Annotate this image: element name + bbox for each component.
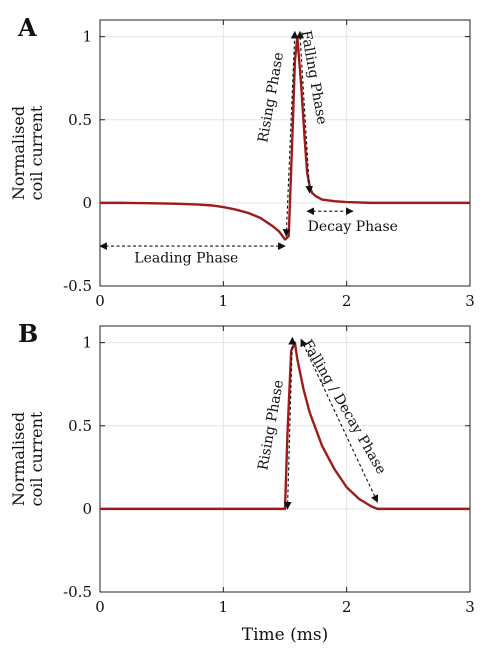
y-axis-label-line: Normalised [9, 412, 28, 506]
phase-annotation: Rising Phase [255, 379, 287, 472]
phase-annotation: Decay Phase [308, 219, 398, 235]
y-tick-label: 1 [82, 334, 92, 352]
y-tick-label: 1 [82, 28, 92, 46]
y-tick-label: -0.5 [63, 583, 92, 601]
y-tick-label: 0.5 [68, 111, 92, 129]
y-tick-label: 0 [82, 194, 92, 212]
phase-annotation: Leading Phase [134, 251, 238, 267]
x-tick-label: 3 [465, 292, 475, 310]
y-axis-label: Normalisedcoil current [9, 105, 46, 200]
x-tick-label: 1 [219, 598, 229, 616]
plot-frame [99, 19, 471, 287]
x-tick-label: 1 [219, 292, 229, 310]
phase-arrow [283, 336, 297, 510]
y-tick-label: 0 [82, 500, 92, 518]
phase-arrow [296, 30, 314, 194]
panel-label: A [17, 13, 37, 42]
y-tick-label: 0.5 [68, 417, 92, 435]
x-tick-label: 3 [465, 598, 475, 616]
x-tick-label: 0 [95, 292, 105, 310]
plot-frame [99, 325, 471, 593]
y-axis-label-line: coil current [27, 105, 46, 200]
phase-annotation: Rising Phase [255, 51, 287, 144]
y-tick-label: -0.5 [63, 277, 92, 295]
y-axis-label-line: Normalised [9, 106, 28, 200]
y-axis-label-line: coil current [27, 411, 46, 506]
y-axis-label: Normalisedcoil current [9, 411, 46, 506]
x-tick-label: 2 [342, 598, 352, 616]
panel-label: B [18, 319, 38, 348]
x-axis-label: Time (ms) [242, 625, 328, 645]
x-tick-label: 2 [342, 292, 352, 310]
phase-arrow [300, 338, 379, 503]
phase-arrow [282, 30, 299, 237]
x-tick-label: 0 [95, 598, 105, 616]
phase-annotation: Falling / Decay Phase [299, 337, 389, 477]
series-line [100, 35, 470, 241]
